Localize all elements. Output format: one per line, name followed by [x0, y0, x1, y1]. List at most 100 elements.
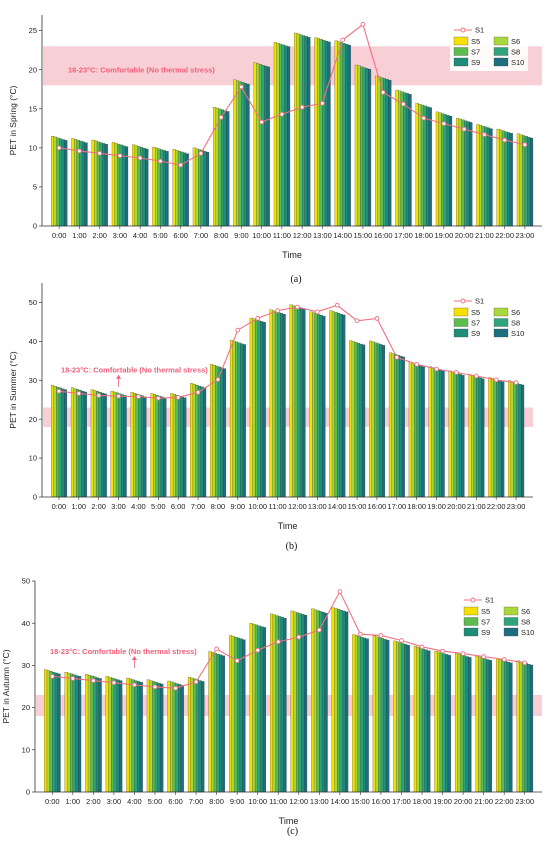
- s1-point: [354, 318, 360, 324]
- bar-s8: [138, 394, 142, 498]
- comfort-band-label: 18-23°C: Comfortable (No thermal stress): [61, 366, 208, 375]
- bar-s6: [172, 394, 176, 498]
- bar-s8: [237, 342, 241, 498]
- x-tick-label: 2:00: [86, 797, 101, 806]
- bar-s5: [475, 655, 479, 793]
- bar-s10: [501, 381, 505, 498]
- bar-s5: [192, 147, 196, 227]
- bar-s8: [72, 674, 76, 793]
- x-tick-label: 13:00: [313, 231, 332, 240]
- bar-s5: [64, 672, 68, 793]
- legend-label: S1: [475, 297, 484, 306]
- bar-s9: [405, 93, 409, 227]
- bar-s9: [280, 313, 284, 498]
- s1-point: [173, 685, 178, 691]
- y-tick-label: 30: [22, 661, 30, 670]
- bar-s7: [473, 376, 477, 498]
- bar-s7: [299, 34, 303, 227]
- x-tick-label: 14:00: [328, 502, 347, 511]
- bar-s8: [456, 373, 460, 498]
- summer-panel: 0 10 20 30 40 50 0:00 1:00 2:00 3:00 4:00 5:00 6:00 7…: [8, 283, 533, 552]
- s1-point: [473, 373, 479, 379]
- y-tick-label: 15: [29, 104, 37, 113]
- s1-point: [394, 354, 400, 360]
- bar-s5: [51, 385, 55, 498]
- bar-s5: [269, 309, 273, 498]
- s1-point: [116, 393, 121, 399]
- s1-point: [401, 101, 406, 107]
- bar-s8: [113, 678, 117, 793]
- bar-s10: [143, 396, 147, 498]
- bar-s9: [486, 659, 490, 793]
- bar-s10: [242, 639, 246, 793]
- s1-point: [117, 153, 123, 159]
- x-tick-label: 15:00: [353, 231, 372, 240]
- legend-swatch-s8: [493, 318, 509, 327]
- bar-s7: [394, 354, 398, 498]
- bar-s5: [208, 651, 212, 793]
- legend-swatch-s8: [493, 47, 509, 56]
- bar-s9: [419, 365, 423, 498]
- bar-s9: [518, 383, 522, 498]
- bar-s5: [146, 679, 150, 793]
- bar-s7: [254, 319, 259, 498]
- bar-s7: [378, 637, 382, 793]
- bar-s8: [98, 392, 102, 498]
- bar-s5: [249, 623, 253, 793]
- s1-point: [132, 682, 137, 688]
- bar-s10: [406, 645, 410, 793]
- bar-s6: [211, 652, 215, 793]
- bar-s6: [212, 365, 216, 498]
- s1-point: [158, 158, 163, 164]
- s1-point: [275, 639, 281, 645]
- bar-s6: [334, 608, 338, 793]
- x-tick-label: 0:00: [45, 797, 60, 806]
- x-tick-label: 5:00: [151, 502, 166, 511]
- bar-s7: [420, 104, 424, 227]
- bar-s10: [145, 148, 149, 227]
- s1-point: [77, 148, 82, 154]
- s1-point: [295, 304, 300, 310]
- x-tick-label: 2:00: [91, 502, 106, 511]
- bar-s6: [478, 656, 482, 793]
- bar-s5: [331, 607, 335, 793]
- bar-s8: [524, 136, 528, 227]
- bar-s10: [222, 368, 227, 498]
- bar-s5: [334, 40, 338, 227]
- band-label-arrow: [116, 374, 122, 379]
- x-tick-label: 16:00: [372, 797, 391, 806]
- bar-s6: [252, 318, 256, 498]
- legend-label: S6: [511, 37, 520, 46]
- y-tick-label: 0: [33, 222, 37, 231]
- bar-s10: [163, 397, 167, 498]
- s1-line: [52, 590, 525, 689]
- x-tick-label: 16:00: [374, 231, 393, 240]
- bar-s6: [312, 312, 316, 498]
- legend-swatch-s8: [503, 617, 519, 626]
- y-tick-label: 40: [29, 337, 37, 346]
- bar-s9: [95, 677, 100, 793]
- bar-s6: [337, 41, 341, 227]
- bar-s9: [445, 654, 449, 793]
- bar-s7: [334, 312, 338, 498]
- x-tick-label: 10:00: [248, 502, 267, 511]
- bar-s10: [185, 153, 189, 227]
- x-tick-label: 9:00: [231, 502, 246, 511]
- x-tick-label: 17:00: [394, 231, 413, 240]
- bar-s6: [519, 661, 523, 793]
- bar-s6: [499, 129, 503, 227]
- bar-s10: [342, 314, 346, 498]
- bar-s7: [175, 395, 179, 498]
- bar-s8: [195, 679, 200, 793]
- x-tick-label: 23:00: [515, 797, 534, 806]
- bar-s8: [484, 126, 488, 227]
- bar-s7: [461, 119, 465, 227]
- bar-s9: [321, 612, 325, 793]
- bar-s5: [428, 366, 432, 498]
- bar-s9: [379, 344, 383, 498]
- bar-s9: [61, 139, 65, 227]
- bar-s7: [49, 671, 53, 793]
- bar-s8: [442, 653, 446, 793]
- bar-s10: [386, 639, 390, 793]
- bar-s6: [375, 636, 379, 793]
